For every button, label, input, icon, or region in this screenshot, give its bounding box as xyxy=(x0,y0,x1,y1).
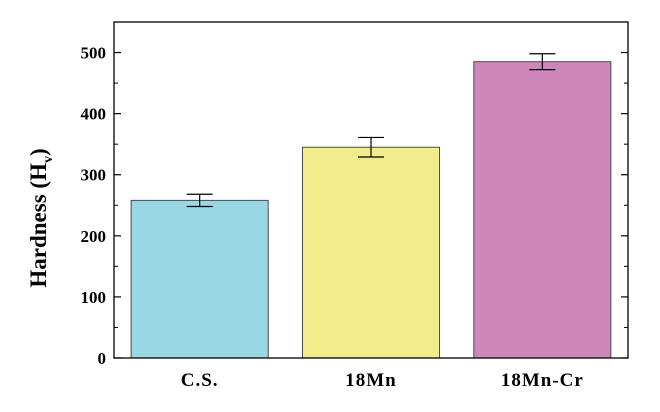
y-tick-label: 100 xyxy=(81,288,107,307)
y-axis-title-main: Hardness (H xyxy=(26,163,51,288)
bar-c-s- xyxy=(130,199,269,359)
y-axis-title-close: ) xyxy=(26,148,51,156)
x-tick-label: 18Mn-Cr xyxy=(501,370,584,391)
error-bar-18mn-cr xyxy=(529,53,556,71)
x-tick-label: 18Mn xyxy=(345,370,397,391)
error-bar-18mn xyxy=(358,136,384,158)
plot-frame xyxy=(113,21,629,359)
error-bar-c-s- xyxy=(186,193,213,208)
x-tick-label: C.S. xyxy=(181,370,219,391)
y-tick-label: 0 xyxy=(98,349,107,368)
y-axis-ticks: 0 100 200 300 400 500 xyxy=(81,44,628,368)
x-axis-ticks: C.S. 18Mn 18Mn-Cr xyxy=(181,370,584,391)
bar-18mn xyxy=(301,146,441,359)
bar-18mn-cr xyxy=(473,61,612,359)
y-tick-label: 500 xyxy=(81,44,107,63)
y-axis-title-subscript: v xyxy=(41,156,56,163)
y-tick-label: 400 xyxy=(81,105,107,124)
y-axis-title: Hardness (Hv) xyxy=(26,148,56,287)
y-axis-label: Hardness (Hv) xyxy=(26,148,56,287)
y-tick-label: 200 xyxy=(81,227,107,246)
y-tick-label: 300 xyxy=(81,166,107,185)
bars-layer xyxy=(130,61,612,359)
error-bars-layer xyxy=(186,53,556,208)
